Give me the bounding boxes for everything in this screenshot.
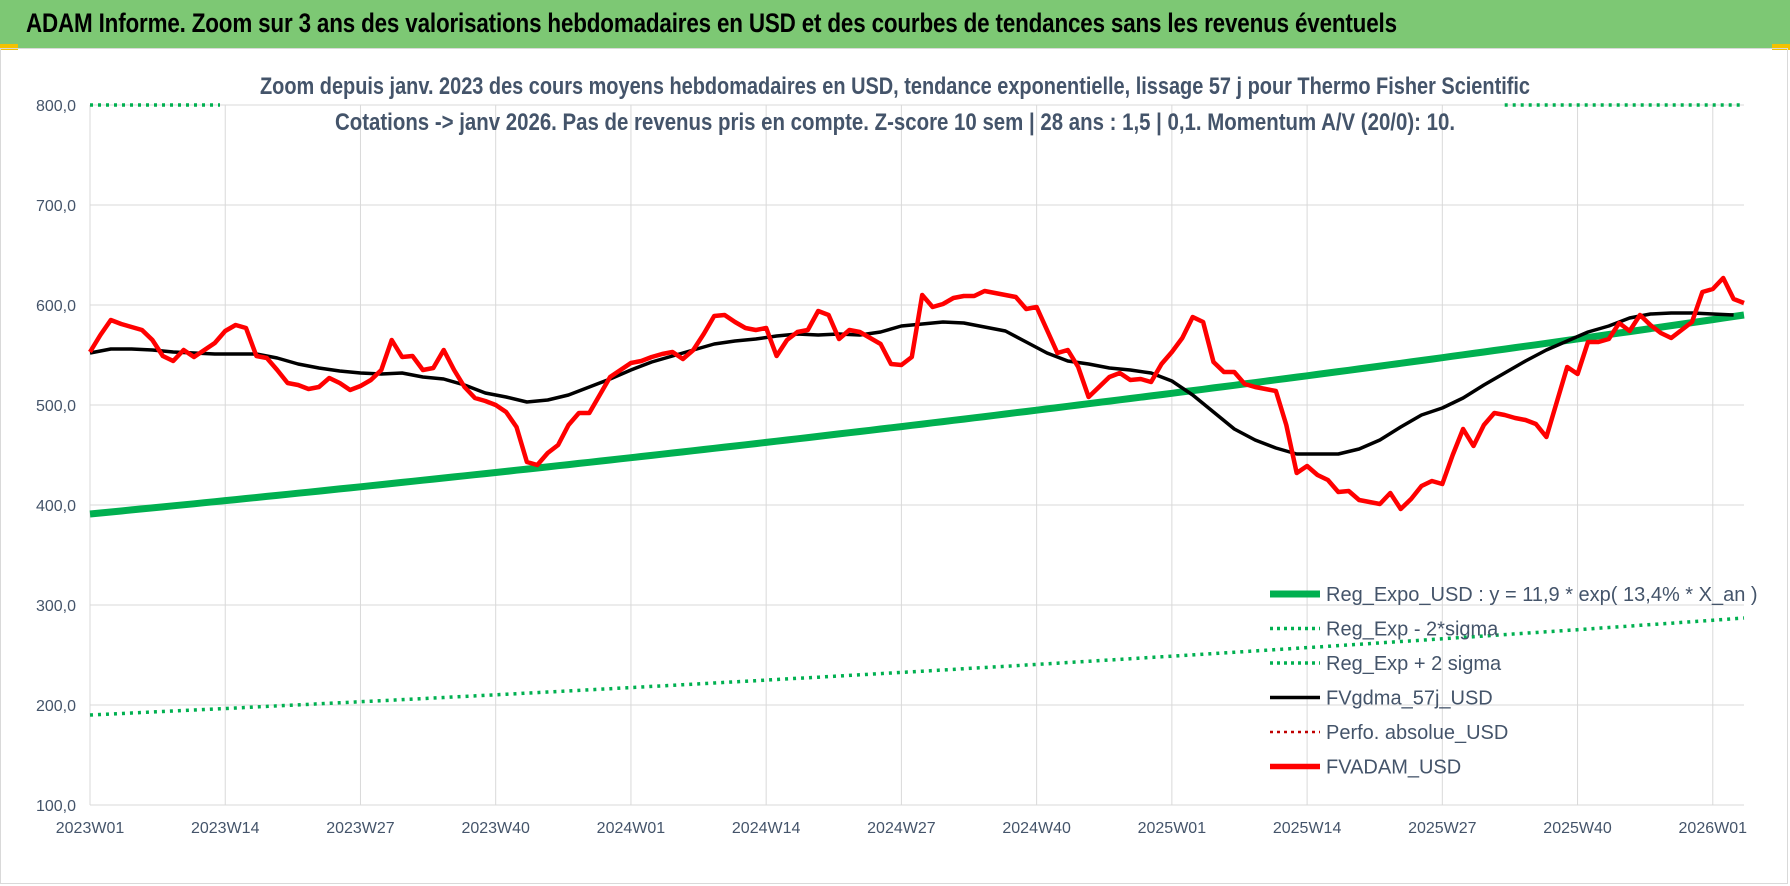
y-tick-label: 100,0 (36, 798, 76, 815)
x-tick-label: 2025W40 (1543, 820, 1612, 837)
x-tick-label: 2023W01 (56, 820, 125, 837)
legend-label: Reg_Exp - 2*sigma (1326, 619, 1499, 641)
series-layer (88, 103, 1745, 717)
x-tick-label: 2023W14 (191, 820, 260, 837)
x-tick-label: 2025W14 (1273, 820, 1342, 837)
legend: Reg_Expo_USD : y = 11,9 * exp( 13,4% * X… (1270, 584, 1758, 779)
axis-layer: 100,0 200,0 300,0 400,0 500,0 600,0 700,0 800,0… (36, 98, 1747, 837)
legend-label: FVADAM_USD (1326, 757, 1461, 779)
legend-label: FVgdma_57j_USD (1326, 688, 1493, 710)
x-tick-label: 2025W01 (1138, 820, 1207, 837)
chart-title-line-2: Cotations -> janv 2026. Pas de revenus p… (335, 109, 1455, 136)
x-tick-label: 2024W14 (732, 820, 801, 837)
x-tick-label: 2024W01 (597, 820, 666, 837)
y-tick-label: 300,0 (36, 598, 76, 615)
x-tick-label: 2026W01 (1679, 820, 1748, 837)
price-line (88, 275, 1745, 512)
x-tick-label: 2023W40 (461, 820, 530, 837)
chart-title-line-1: Zoom depuis janv. 2023 des cours moyens … (260, 73, 1530, 100)
x-tick-label: 2024W40 (1002, 820, 1071, 837)
chart-frame (0, 48, 1788, 884)
x-tick-label: 2025W27 (1408, 820, 1477, 837)
y-tick-label: 500,0 (36, 398, 76, 415)
y-tick-label: 400,0 (36, 498, 76, 515)
grid-layer (89, 104, 1744, 806)
smoothed-line (89, 311, 1734, 456)
y-tick-label: 600,0 (36, 298, 76, 315)
y-tick-label: 200,0 (36, 698, 76, 715)
corner-marker-left (0, 44, 18, 50)
x-tick-label: 2024W27 (867, 820, 936, 837)
y-tick-label: 700,0 (36, 198, 76, 215)
corner-marker-right (1772, 44, 1790, 50)
trend-line (89, 311, 1745, 518)
x-tick-label: 2023W27 (326, 820, 395, 837)
report-title: ADAM Informe. Zoom sur 3 ans des valoris… (26, 8, 1397, 38)
legend-label: Perfo. absolue_USD (1326, 722, 1508, 744)
legend-label: Reg_Expo_USD : y = 11,9 * exp( 13,4% * X… (1326, 584, 1758, 606)
y-tick-label: 800,0 (36, 98, 76, 115)
legend-label: Reg_Exp + 2 sigma (1326, 653, 1502, 675)
report-banner: ADAM Informe. Zoom sur 3 ans des valoris… (0, 0, 1790, 49)
